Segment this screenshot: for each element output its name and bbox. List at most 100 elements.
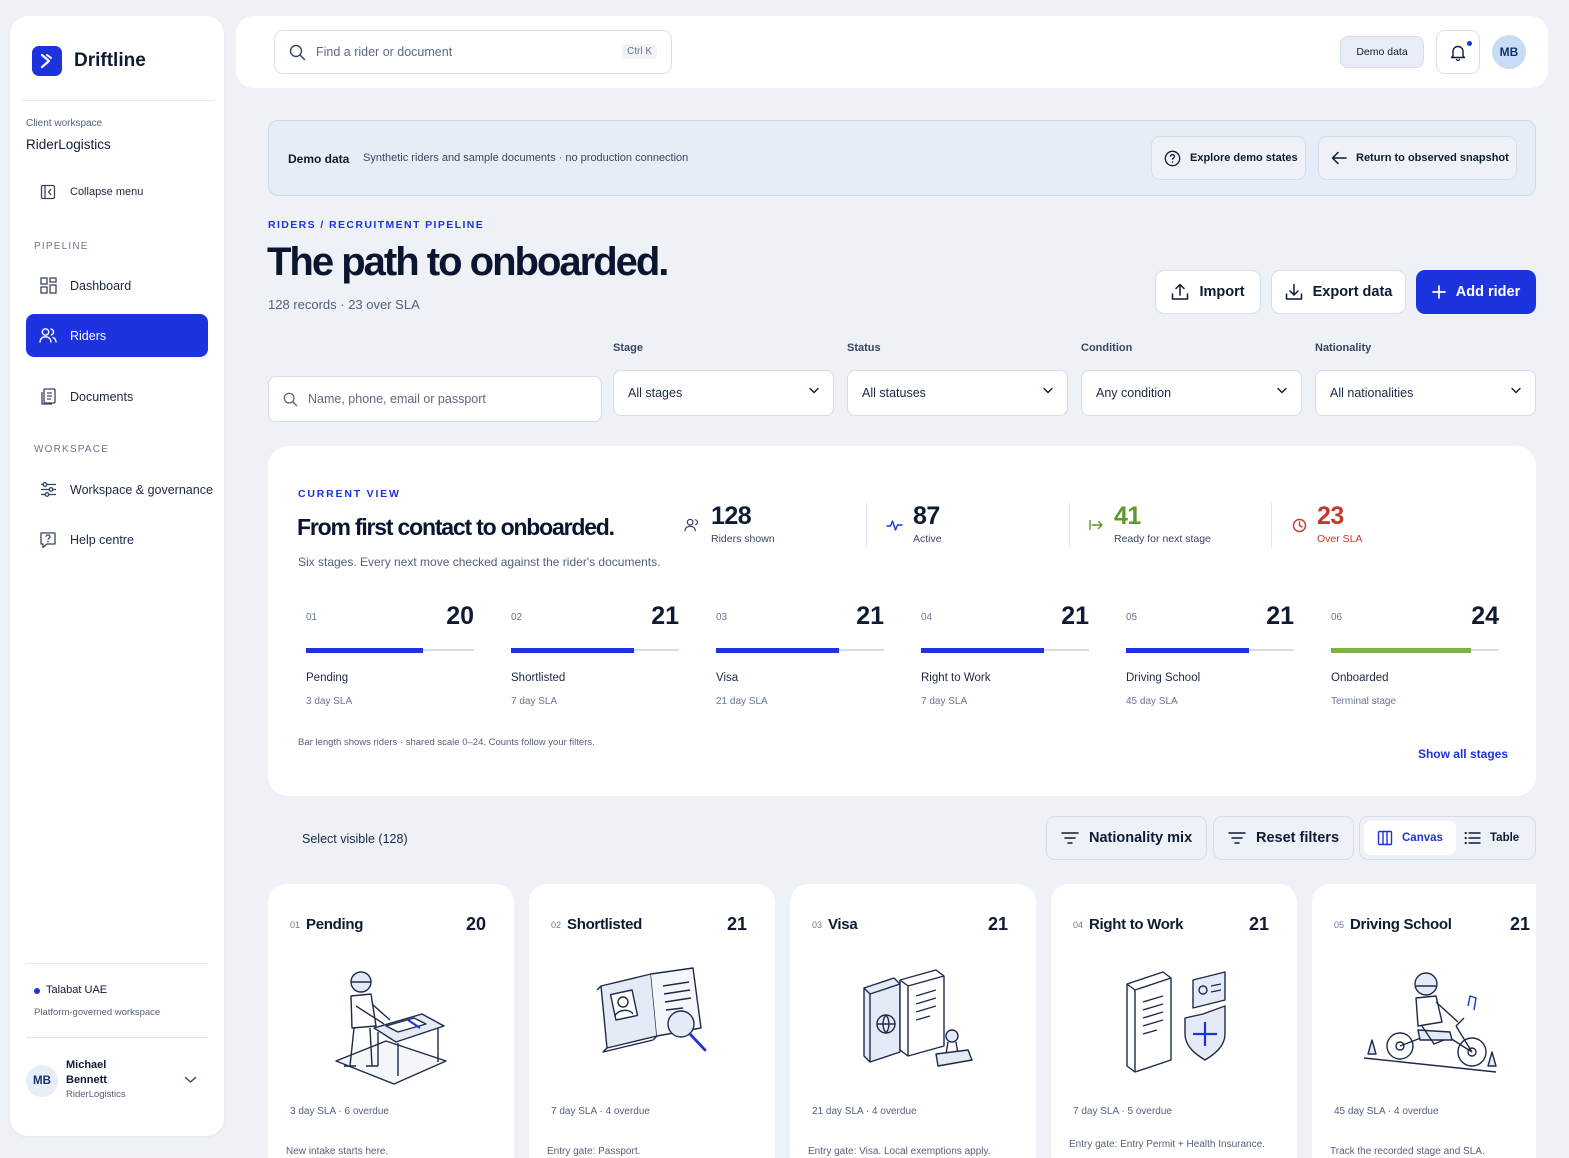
scale-footnote: Bar length shows riders · shared scale 0… (298, 737, 595, 748)
chevron-down-icon (1277, 387, 1287, 394)
stage-count: 21 (1266, 602, 1294, 630)
stage-card-pending[interactable]: 01 Pending 20 3 day SLA · 6 overdue New … (268, 884, 514, 1158)
passport-magnifier-icon (593, 966, 723, 1066)
rider-desk-icon (326, 966, 456, 1086)
arrow-right-bar-icon (1088, 518, 1104, 545)
stage-card-shortlisted[interactable]: 02 Shortlisted 21 7 day SLA · 4 overdue … (529, 884, 775, 1158)
notifications-button[interactable] (1436, 30, 1480, 74)
chevron-down-icon (184, 1076, 197, 1084)
stage-bar-fill (921, 648, 1044, 653)
stat-label: Active (913, 533, 942, 545)
user-org: RiderLogistics (66, 1089, 126, 1100)
banner-title: Demo data (288, 152, 350, 166)
card-count: 21 (1509, 914, 1530, 934)
nationality-select[interactable]: All nationalities (1315, 370, 1536, 416)
stage-sla: 7 day SLA (511, 696, 558, 707)
rider-search-input[interactable]: Name, phone, email or passport (268, 376, 602, 422)
explore-demo-states-button[interactable]: Explore demo states (1151, 136, 1306, 180)
demo-data-badge[interactable]: Demo data (1340, 36, 1424, 68)
stage-select-value: All stages (628, 386, 683, 400)
stage-card-right-to-work[interactable]: 04 Right to Work 21 7 day SLA · 5 overdu… (1051, 884, 1297, 1158)
stage-bar-fill (1126, 648, 1249, 653)
pulse-icon (886, 518, 903, 545)
card-index: 02 (551, 920, 562, 930)
view-canvas-label: Canvas (1402, 832, 1443, 844)
stage-index: 06 (1331, 612, 1343, 623)
stat-label: Over SLA (1317, 533, 1363, 545)
tenant-status-dot (34, 988, 40, 994)
stat-value: 23 (1317, 502, 1344, 530)
card-description: Entry gate: Visa. Local exemptions apply… (808, 1146, 991, 1157)
sidebar: Driftline Client workspace RiderLogistic… (10, 16, 224, 1136)
add-rider-button[interactable]: Add rider (1416, 270, 1536, 314)
sidebar-item-documents[interactable]: Documents (26, 375, 208, 418)
reset-filters-button[interactable]: Reset filters (1213, 816, 1355, 860)
collapse-menu-button[interactable]: Collapse menu (26, 170, 208, 213)
logo-icon (32, 46, 62, 76)
users-icon (39, 327, 57, 345)
stage-sla: 3 day SLA (306, 696, 353, 707)
search-icon (289, 44, 306, 61)
stage-card-driving-school[interactable]: 05 Driving School 21 45 day SLA · 4 over… (1312, 884, 1536, 1158)
stage-name: Driving School (1126, 672, 1201, 684)
export-data-button[interactable]: Export data (1271, 270, 1406, 314)
nationality-select-value: All nationalities (1330, 386, 1414, 400)
show-all-stages-link[interactable]: Show all stages (1417, 747, 1508, 761)
stage-select[interactable]: All stages (613, 370, 834, 416)
summary-title: From first contact to onboarded. (297, 514, 615, 540)
divider (26, 963, 208, 964)
sidebar-item-riders[interactable]: Riders (26, 314, 208, 357)
sidebar-item-label: Workspace & governance (70, 482, 213, 497)
card-sla: 7 day SLA · 4 overdue (551, 1106, 650, 1117)
sidebar-item-workspace-governance[interactable]: Workspace & governance (26, 468, 222, 511)
add-rider-label: Add rider (1455, 284, 1521, 300)
condition-select-value: Any condition (1096, 386, 1172, 400)
shortcut-hint: Ctrl K (622, 44, 657, 59)
reset-filters-label: Reset filters (1256, 830, 1340, 846)
import-button[interactable]: Import (1155, 270, 1261, 314)
chevron-down-icon (1043, 387, 1053, 394)
stage-name: Pending (306, 672, 349, 684)
stat-value: 128 (711, 502, 752, 530)
stage-index: 02 (511, 612, 523, 623)
collapse-icon (39, 183, 57, 201)
workspace-heading: WORKSPACE (34, 444, 110, 455)
stage-card-visa[interactable]: 03 Visa 21 21 day SLA · 4 overdue Entry … (790, 884, 1036, 1158)
current-view-eyebrow: CURRENT VIEW (298, 488, 401, 500)
sidebar-item-dashboard[interactable]: Dashboard (26, 264, 208, 307)
clock-icon (1292, 518, 1307, 545)
view-table-tab[interactable]: Table (1464, 821, 1532, 855)
nationality-filter-label: Nationality (1315, 342, 1372, 354)
status-select[interactable]: All statuses (847, 370, 1068, 416)
card-index: 01 (290, 920, 301, 930)
stage-count: 24 (1471, 602, 1499, 630)
grid-icon (39, 277, 57, 295)
card-sla: 45 day SLA · 4 overdue (1334, 1106, 1439, 1117)
return-to-snapshot-button[interactable]: Return to observed snapshot (1318, 136, 1517, 180)
select-visible-checkbox[interactable]: Select visible (128) (302, 832, 408, 846)
avatar[interactable]: MB (1492, 35, 1526, 69)
condition-select[interactable]: Any condition (1081, 370, 1302, 416)
search-placeholder: Find a rider or document (316, 45, 453, 59)
export-label: Export data (1312, 284, 1393, 300)
avatar: MB (26, 1065, 58, 1097)
visa-stamp-icon (860, 966, 980, 1076)
pipeline-heading: PIPELINE (34, 241, 89, 252)
top-bar: Find a rider or document Ctrl K Demo dat… (236, 16, 1548, 88)
plus-icon (1431, 285, 1446, 299)
global-search-input[interactable]: Find a rider or document Ctrl K (274, 30, 672, 74)
help-icon (39, 531, 57, 549)
card-index: 05 (1334, 920, 1345, 930)
card-index: 04 (1073, 920, 1084, 930)
stat-value: 87 (913, 502, 940, 530)
stage-name: Right to Work (921, 672, 991, 684)
current-view-panel: CURRENT VIEW From first contact to onboa… (268, 446, 1536, 796)
card-title: Visa (828, 916, 858, 933)
nationality-mix-button[interactable]: Nationality mix (1046, 816, 1208, 860)
sidebar-item-help-centre[interactable]: Help centre (26, 518, 208, 561)
view-canvas-tab[interactable]: Canvas (1364, 821, 1456, 855)
card-title: Pending (306, 916, 364, 933)
card-sla: 7 day SLA · 5 overdue (1073, 1106, 1172, 1117)
user-menu[interactable]: MB Michael Bennett RiderLogistics (26, 1052, 216, 1110)
workspace-label: Client workspace (26, 118, 103, 129)
